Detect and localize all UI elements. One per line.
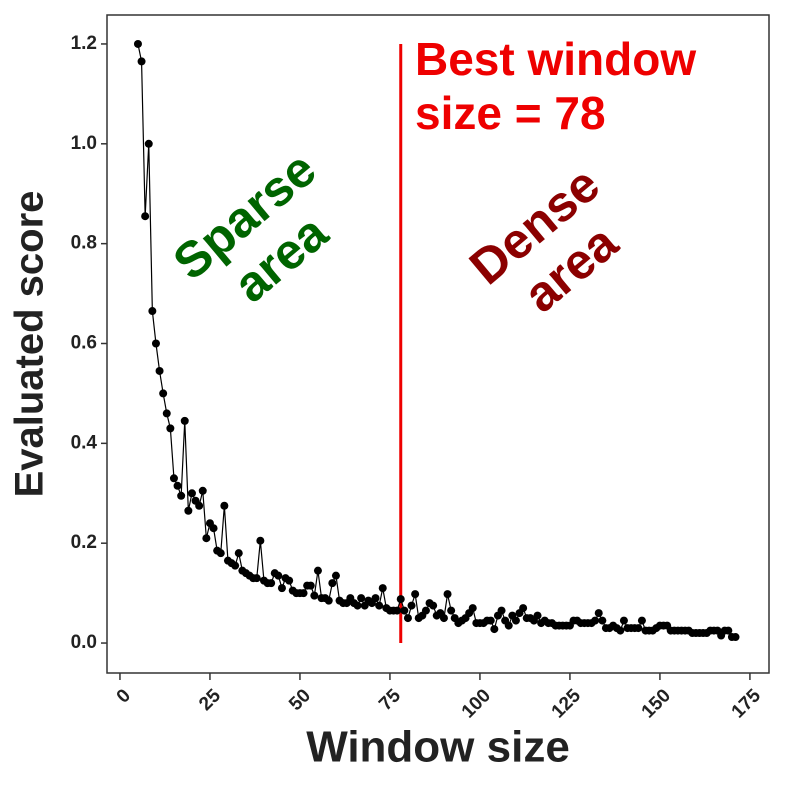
- y-tick-label: 0.6: [71, 333, 97, 354]
- y-tick-label: 0.2: [71, 532, 97, 553]
- y-tick-label: 0.8: [71, 233, 97, 254]
- x-tick-label: 0: [113, 685, 135, 707]
- point: [151, 339, 160, 348]
- point: [403, 614, 412, 623]
- point: [331, 571, 340, 580]
- point: [378, 584, 387, 593]
- point: [148, 307, 157, 316]
- x-axis-label: Window size: [306, 723, 570, 772]
- point: [504, 621, 513, 630]
- point: [155, 366, 164, 375]
- point: [177, 491, 186, 500]
- point: [407, 601, 416, 610]
- x-tick-label: 150: [638, 685, 675, 722]
- point: [252, 574, 261, 583]
- x-tick-label: 100: [458, 685, 495, 722]
- annotation-text: Best window: [415, 33, 696, 85]
- point: [274, 571, 283, 580]
- point: [187, 489, 196, 498]
- point: [162, 409, 171, 418]
- point: [393, 606, 402, 615]
- point: [375, 601, 384, 610]
- point: [328, 579, 337, 588]
- point: [173, 481, 182, 490]
- point: [619, 616, 628, 625]
- point: [353, 601, 362, 610]
- point: [234, 549, 243, 558]
- point: [159, 389, 168, 398]
- y-tick-label: 0.4: [71, 432, 98, 453]
- point: [411, 590, 420, 599]
- point: [533, 611, 542, 620]
- point: [396, 595, 405, 604]
- point: [468, 604, 477, 613]
- point: [497, 606, 506, 615]
- point: [277, 584, 286, 593]
- point: [598, 616, 607, 625]
- point: [180, 416, 189, 425]
- point: [169, 474, 178, 483]
- point: [731, 633, 740, 642]
- x-tick-label: 125: [548, 685, 586, 723]
- point: [285, 576, 294, 585]
- point: [724, 626, 733, 635]
- point: [616, 626, 625, 635]
- point: [133, 39, 142, 48]
- point: [634, 624, 643, 633]
- point: [166, 424, 175, 433]
- point: [511, 616, 520, 625]
- y-tick-label: 1.2: [71, 33, 97, 54]
- x-tick-label: 25: [195, 685, 225, 715]
- point: [637, 616, 646, 625]
- point: [594, 609, 603, 618]
- y-tick-label: 0.0: [71, 632, 97, 653]
- point: [184, 506, 193, 515]
- point: [256, 536, 265, 545]
- point: [231, 561, 240, 570]
- point: [202, 534, 211, 543]
- point: [439, 614, 448, 623]
- point: [141, 212, 150, 221]
- x-tick-label: 75: [375, 685, 405, 715]
- point: [324, 596, 333, 605]
- point: [209, 524, 218, 533]
- point: [486, 616, 495, 625]
- y-tick-label: 1.0: [71, 133, 97, 154]
- x-tick-label: 175: [728, 685, 766, 723]
- point: [357, 594, 366, 603]
- point: [490, 625, 499, 634]
- point: [198, 486, 207, 495]
- point: [371, 594, 380, 603]
- x-tick-label: 50: [285, 685, 315, 715]
- point: [267, 579, 276, 588]
- point: [443, 590, 452, 599]
- point: [195, 501, 204, 510]
- point: [144, 139, 153, 148]
- annotation-text: size = 78: [415, 87, 606, 139]
- point: [306, 581, 315, 590]
- point: [429, 601, 438, 610]
- point: [137, 57, 146, 66]
- point: [519, 604, 528, 613]
- point: [216, 549, 225, 558]
- point: [299, 589, 308, 598]
- point: [220, 501, 229, 510]
- point: [313, 566, 322, 575]
- point: [310, 591, 319, 600]
- point: [421, 606, 430, 615]
- point: [591, 616, 600, 625]
- y-axis-label: Evaluated score: [8, 191, 52, 498]
- point: [447, 606, 456, 615]
- point: [400, 606, 409, 615]
